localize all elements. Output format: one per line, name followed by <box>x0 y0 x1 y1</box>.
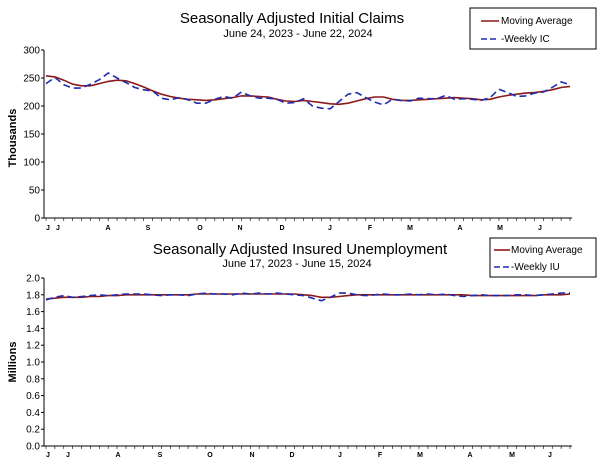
chart2-ytick-label-2: 0.4 <box>26 408 40 419</box>
chart1-ytick-label-1: 50 <box>29 186 41 197</box>
chart1-month-label-12: J <box>538 225 542 232</box>
chart1-legend-label-0: Moving Average <box>501 16 573 27</box>
chart2-ytick-label-1: 0.2 <box>26 425 40 436</box>
chart2-month-label-6: D <box>289 452 294 459</box>
chart-insured-unemployment: Seasonally Adjusted Insured Unemployment… <box>7 237 597 459</box>
chart2-month-label-11: M <box>509 452 515 459</box>
chart2-ylabel: Millions <box>7 342 19 383</box>
chart1-ytick-label-0: 0 <box>34 214 40 225</box>
chart2-month-label-2: A <box>115 452 120 459</box>
chart2-ytick-label-3: 0.6 <box>26 391 40 402</box>
chart1-ytick-label-6: 300 <box>23 46 40 57</box>
chart2-ytick-label-4: 0.8 <box>26 374 40 385</box>
chart1-series-1-line <box>45 72 571 110</box>
chart1-month-label-3: S <box>146 225 151 232</box>
chart2-ytick-label-0: 0.0 <box>26 442 40 453</box>
chart2-month-label-12: J <box>548 452 552 459</box>
chart2-axes: 0.0 0.2 0.4 0.6 0.8 1.0 1.2 1.4 1.6 1.8 2.0 J J A S O N D… <box>26 274 572 459</box>
chart2-month-label-1: J <box>66 452 70 459</box>
chart1-ytick-label-3: 150 <box>23 130 40 141</box>
chart1-month-label-5: N <box>237 225 242 232</box>
chart2-legend-box <box>489 237 597 278</box>
chart2-subtitle: June 17, 2023 - June 15, 2024 <box>222 258 371 270</box>
chart1-month-label-2: A <box>105 225 110 232</box>
chart2-month-label-0: J <box>46 452 50 459</box>
chart1-legend-label-1: -Weekly IC <box>501 34 550 45</box>
chart1-legend: Moving Average -Weekly IC <box>469 7 597 50</box>
chart2-legend-label-1: -Weekly IU <box>511 262 560 273</box>
chart1-series-0-line <box>45 75 571 106</box>
chart2-month-label-4: O <box>207 452 213 459</box>
chart1-title: Seasonally Adjusted Initial Claims <box>180 10 404 27</box>
chart2-month-label-10: A <box>467 452 472 459</box>
chart2-ytick-label-7: 1.4 <box>26 324 40 335</box>
chart2-title: Seasonally Adjusted Insured Unemployment <box>153 241 448 258</box>
chart1-series <box>45 72 571 110</box>
chart2-month-label-7: J <box>338 452 342 459</box>
chart2-month-label-5: N <box>249 452 254 459</box>
chart-initial-claims: Seasonally Adjusted Initial Claims June … <box>7 7 597 232</box>
chart2-month-label-3: S <box>158 452 163 459</box>
chart1-ytick-label-2: 100 <box>23 158 40 169</box>
chart2-legend-label-0: Moving Average <box>511 245 583 256</box>
chart1-ylabel: Thousands <box>7 109 19 168</box>
chart1-month-label-8: F <box>368 225 373 232</box>
chart1-month-label-0: J <box>46 225 50 232</box>
chart1-month-label-7: J <box>328 225 332 232</box>
chart2-series <box>45 292 571 302</box>
chart1-ytick-label-5: 250 <box>23 74 40 85</box>
chart1-month-label-9: M <box>407 225 413 232</box>
chart2-ytick-label-6: 1.2 <box>26 341 40 352</box>
chart1-month-label-6: D <box>279 225 284 232</box>
chart1-subtitle: June 24, 2023 - June 22, 2024 <box>223 28 372 40</box>
chart1-legend-box <box>469 7 597 50</box>
chart1-ytick-label-4: 200 <box>23 102 40 113</box>
chart1-month-label-11: M <box>497 225 503 232</box>
chart2-ytick-label-5: 1.0 <box>26 358 40 369</box>
chart2-month-label-8: F <box>378 452 383 459</box>
chart2-legend: Moving Average -Weekly IU <box>489 237 597 278</box>
chart1-month-label-10: A <box>457 225 462 232</box>
chart1-month-label-1: J <box>56 225 60 232</box>
chart2-month-label-9: M <box>417 452 423 459</box>
chart2-ytick-label-8: 1.6 <box>26 307 40 318</box>
chart2-series-1-line <box>45 292 570 302</box>
chart2-ytick-label-10: 2.0 <box>26 274 40 285</box>
chart1-month-label-4: O <box>197 225 203 232</box>
chart2-ytick-label-9: 1.8 <box>26 290 40 301</box>
